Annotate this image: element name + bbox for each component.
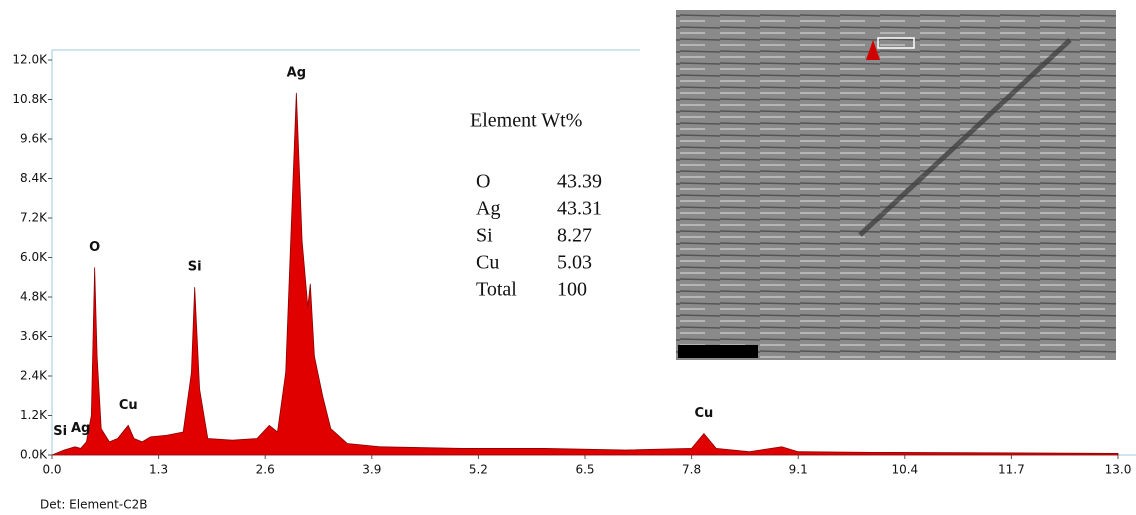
peak-label: Ag [287,65,306,80]
peak-label: O [89,240,100,255]
table-header: Element Wt% [470,110,582,132]
y-tick-label: 0.0K [20,448,48,462]
table-element: O [476,171,490,193]
x-tick-label: 10.4 [891,463,918,477]
x-tick-label: 13.0 [1105,463,1132,477]
x-tick-label: 7.8 [682,463,701,477]
x-tick-label: 5.2 [469,463,488,477]
table-element: Cu [476,252,499,274]
y-tick-label: 10.8K [12,92,48,106]
y-tick-label: 9.6K [20,132,48,146]
x-tick-label: 9.1 [789,463,808,477]
table-value: 5.03 [557,252,592,274]
y-tick-label: 4.8K [20,290,48,304]
x-tick-label: 0.0 [42,463,61,477]
table-value: 100 [557,279,587,301]
peak-label: Cu [119,398,138,413]
x-tick-label: 3.9 [362,463,381,477]
chart: Det: Element-C2B Element Wt% 0.0K 1.2K 2.4… [0,0,1136,515]
y-tick-label: 1.2K [20,408,48,422]
table-value: 43.31 [557,198,602,220]
y-tick-label: 2.4K [20,369,48,383]
x-tick-label: 11.7 [998,463,1025,477]
x-tick-label: 2.6 [256,463,275,477]
y-tick-label: 12.0K [12,53,48,67]
table-element: Ag [476,198,500,220]
peak-label: Si [188,260,202,275]
x-tick-label: 6.5 [575,463,594,477]
y-tick-label: 6.0K [20,250,48,264]
sem-image [676,10,1116,360]
table-value: 43.39 [557,171,602,193]
y-tick-label: 7.2K [20,211,48,225]
peak-label: Si [53,424,67,439]
peak-label: Ag [71,421,90,436]
y-tick-label: 3.6K [20,329,48,343]
detector-label: Det: Element-C2B [40,498,147,512]
y-tick-label: 8.4K [20,171,48,185]
table-value: 8.27 [557,225,592,247]
x-tick-label: 1.3 [149,463,168,477]
table-element: Si [476,225,493,247]
peak-label: Cu [695,406,714,421]
table-element: Total [476,279,517,301]
